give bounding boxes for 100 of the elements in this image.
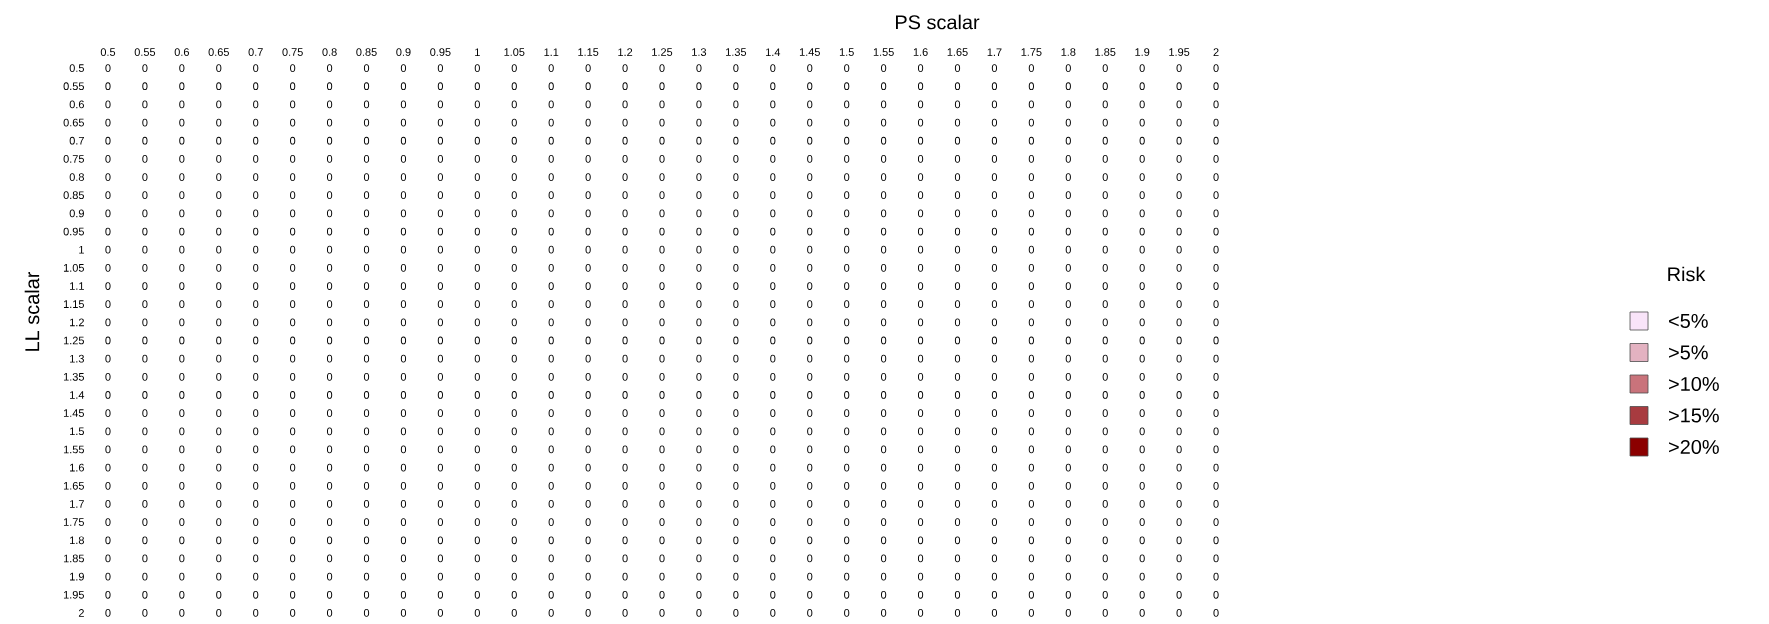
data-label: 0: [585, 354, 591, 363]
data-label: 0: [954, 463, 961, 472]
data-label: 0: [474, 245, 480, 254]
data-label: 0: [437, 245, 443, 254]
data-label: 0: [659, 445, 665, 454]
data-label: 0: [290, 155, 296, 163]
data-label: 0: [622, 282, 628, 290]
data-label: 0: [844, 209, 850, 218]
data-label: 0: [622, 445, 628, 454]
y-tick-label: 0.75: [63, 155, 84, 163]
data-label: 0: [179, 354, 185, 363]
data-label: 0: [1102, 245, 1108, 254]
data-label: 0: [1213, 282, 1219, 290]
data-label: 0: [954, 336, 961, 345]
data-label: 0: [1139, 82, 1145, 91]
data-label: 0: [400, 500, 407, 508]
data-label: 0: [1028, 64, 1034, 72]
data-label: 0: [1102, 173, 1108, 181]
x-tick-label: 1.45: [799, 48, 820, 56]
data-label: 0: [659, 100, 665, 109]
data-label: 0: [474, 609, 480, 617]
data-label: 0: [290, 263, 296, 272]
data-label: 0: [917, 263, 924, 272]
data-label: 0: [548, 463, 554, 472]
data-label: 0: [511, 554, 517, 563]
data-label: 0: [807, 136, 813, 145]
data-label: 0: [326, 554, 333, 563]
data-label: 0: [1102, 118, 1108, 127]
legend-label: >10%: [1669, 376, 1719, 392]
data-label: 0: [881, 463, 887, 472]
data-label: 0: [991, 209, 998, 218]
data-label: 0: [105, 427, 111, 436]
data-label: 0: [844, 409, 850, 418]
data-label: 0: [1028, 354, 1034, 363]
data-label: 0: [622, 354, 628, 363]
data-label: 0: [1102, 136, 1108, 145]
data-label: 0: [400, 100, 407, 109]
data-label: 0: [179, 227, 185, 236]
data-label: 0: [844, 354, 850, 363]
data-label: 0: [881, 500, 887, 508]
data-label: 0: [1176, 572, 1182, 581]
data-label: 0: [733, 136, 739, 145]
data-label: 0: [585, 82, 591, 91]
data-label: 0: [253, 136, 259, 145]
data-label: 0: [253, 409, 259, 418]
data-label: 0: [216, 191, 222, 200]
data-label: 0: [770, 191, 776, 200]
data-label: 0: [363, 409, 370, 418]
data-label: 0: [1176, 609, 1182, 617]
data-label: 0: [881, 354, 887, 363]
data-label: 0: [1139, 118, 1145, 127]
data-label: 0: [105, 354, 111, 363]
data-label: 0: [1213, 500, 1219, 508]
data-label: 0: [881, 445, 887, 454]
data-label: 0: [1176, 118, 1182, 127]
data-label: 0: [991, 536, 998, 545]
x-tick-label: 2: [1213, 48, 1219, 56]
data-label: 0: [659, 336, 665, 345]
data-label: 0: [326, 409, 333, 418]
data-label: 0: [290, 318, 296, 327]
data-label: 0: [1139, 590, 1145, 599]
data-label: 0: [179, 391, 185, 399]
y-tick-label: 0.8: [69, 173, 84, 181]
data-label: 0: [622, 536, 628, 545]
data-label: 0: [142, 500, 148, 508]
data-label: 0: [844, 227, 850, 236]
data-label: 0: [1065, 409, 1071, 418]
data-label: 0: [1065, 609, 1071, 617]
data-label: 0: [622, 82, 628, 91]
data-label: 0: [142, 372, 148, 381]
data-label: 0: [179, 209, 185, 218]
data-label: 0: [659, 354, 665, 363]
data-label: 0: [954, 245, 961, 254]
data-label: 0: [1176, 82, 1182, 91]
data-label: 0: [400, 445, 407, 454]
data-label: 0: [105, 409, 111, 418]
data-label: 0: [1028, 336, 1034, 345]
data-label: 0: [917, 590, 924, 599]
data-label: 0: [770, 609, 776, 617]
data-label: 0: [770, 227, 776, 236]
data-label: 0: [733, 155, 739, 163]
data-label: 0: [585, 173, 591, 181]
data-label: 0: [1065, 300, 1071, 309]
data-label: 0: [216, 409, 222, 418]
x-tick-label: 1.65: [947, 48, 968, 56]
data-label: 0: [1102, 481, 1108, 490]
data-label: 0: [1176, 209, 1182, 218]
y-tick-label: 1.8: [70, 536, 84, 545]
x-tick-label: 0.7: [248, 48, 263, 56]
data-label: 0: [105, 572, 111, 581]
data-label: 0: [917, 518, 924, 526]
data-label: 0: [1028, 409, 1034, 418]
data-label: 0: [474, 136, 480, 145]
data-label: 0: [1176, 554, 1182, 563]
data-label: 0: [290, 391, 296, 399]
data-label: 0: [1213, 136, 1219, 145]
data-label: 0: [659, 300, 665, 309]
data-label: 0: [1028, 609, 1034, 617]
data-label: 0: [659, 372, 665, 381]
data-label: 0: [363, 300, 370, 309]
